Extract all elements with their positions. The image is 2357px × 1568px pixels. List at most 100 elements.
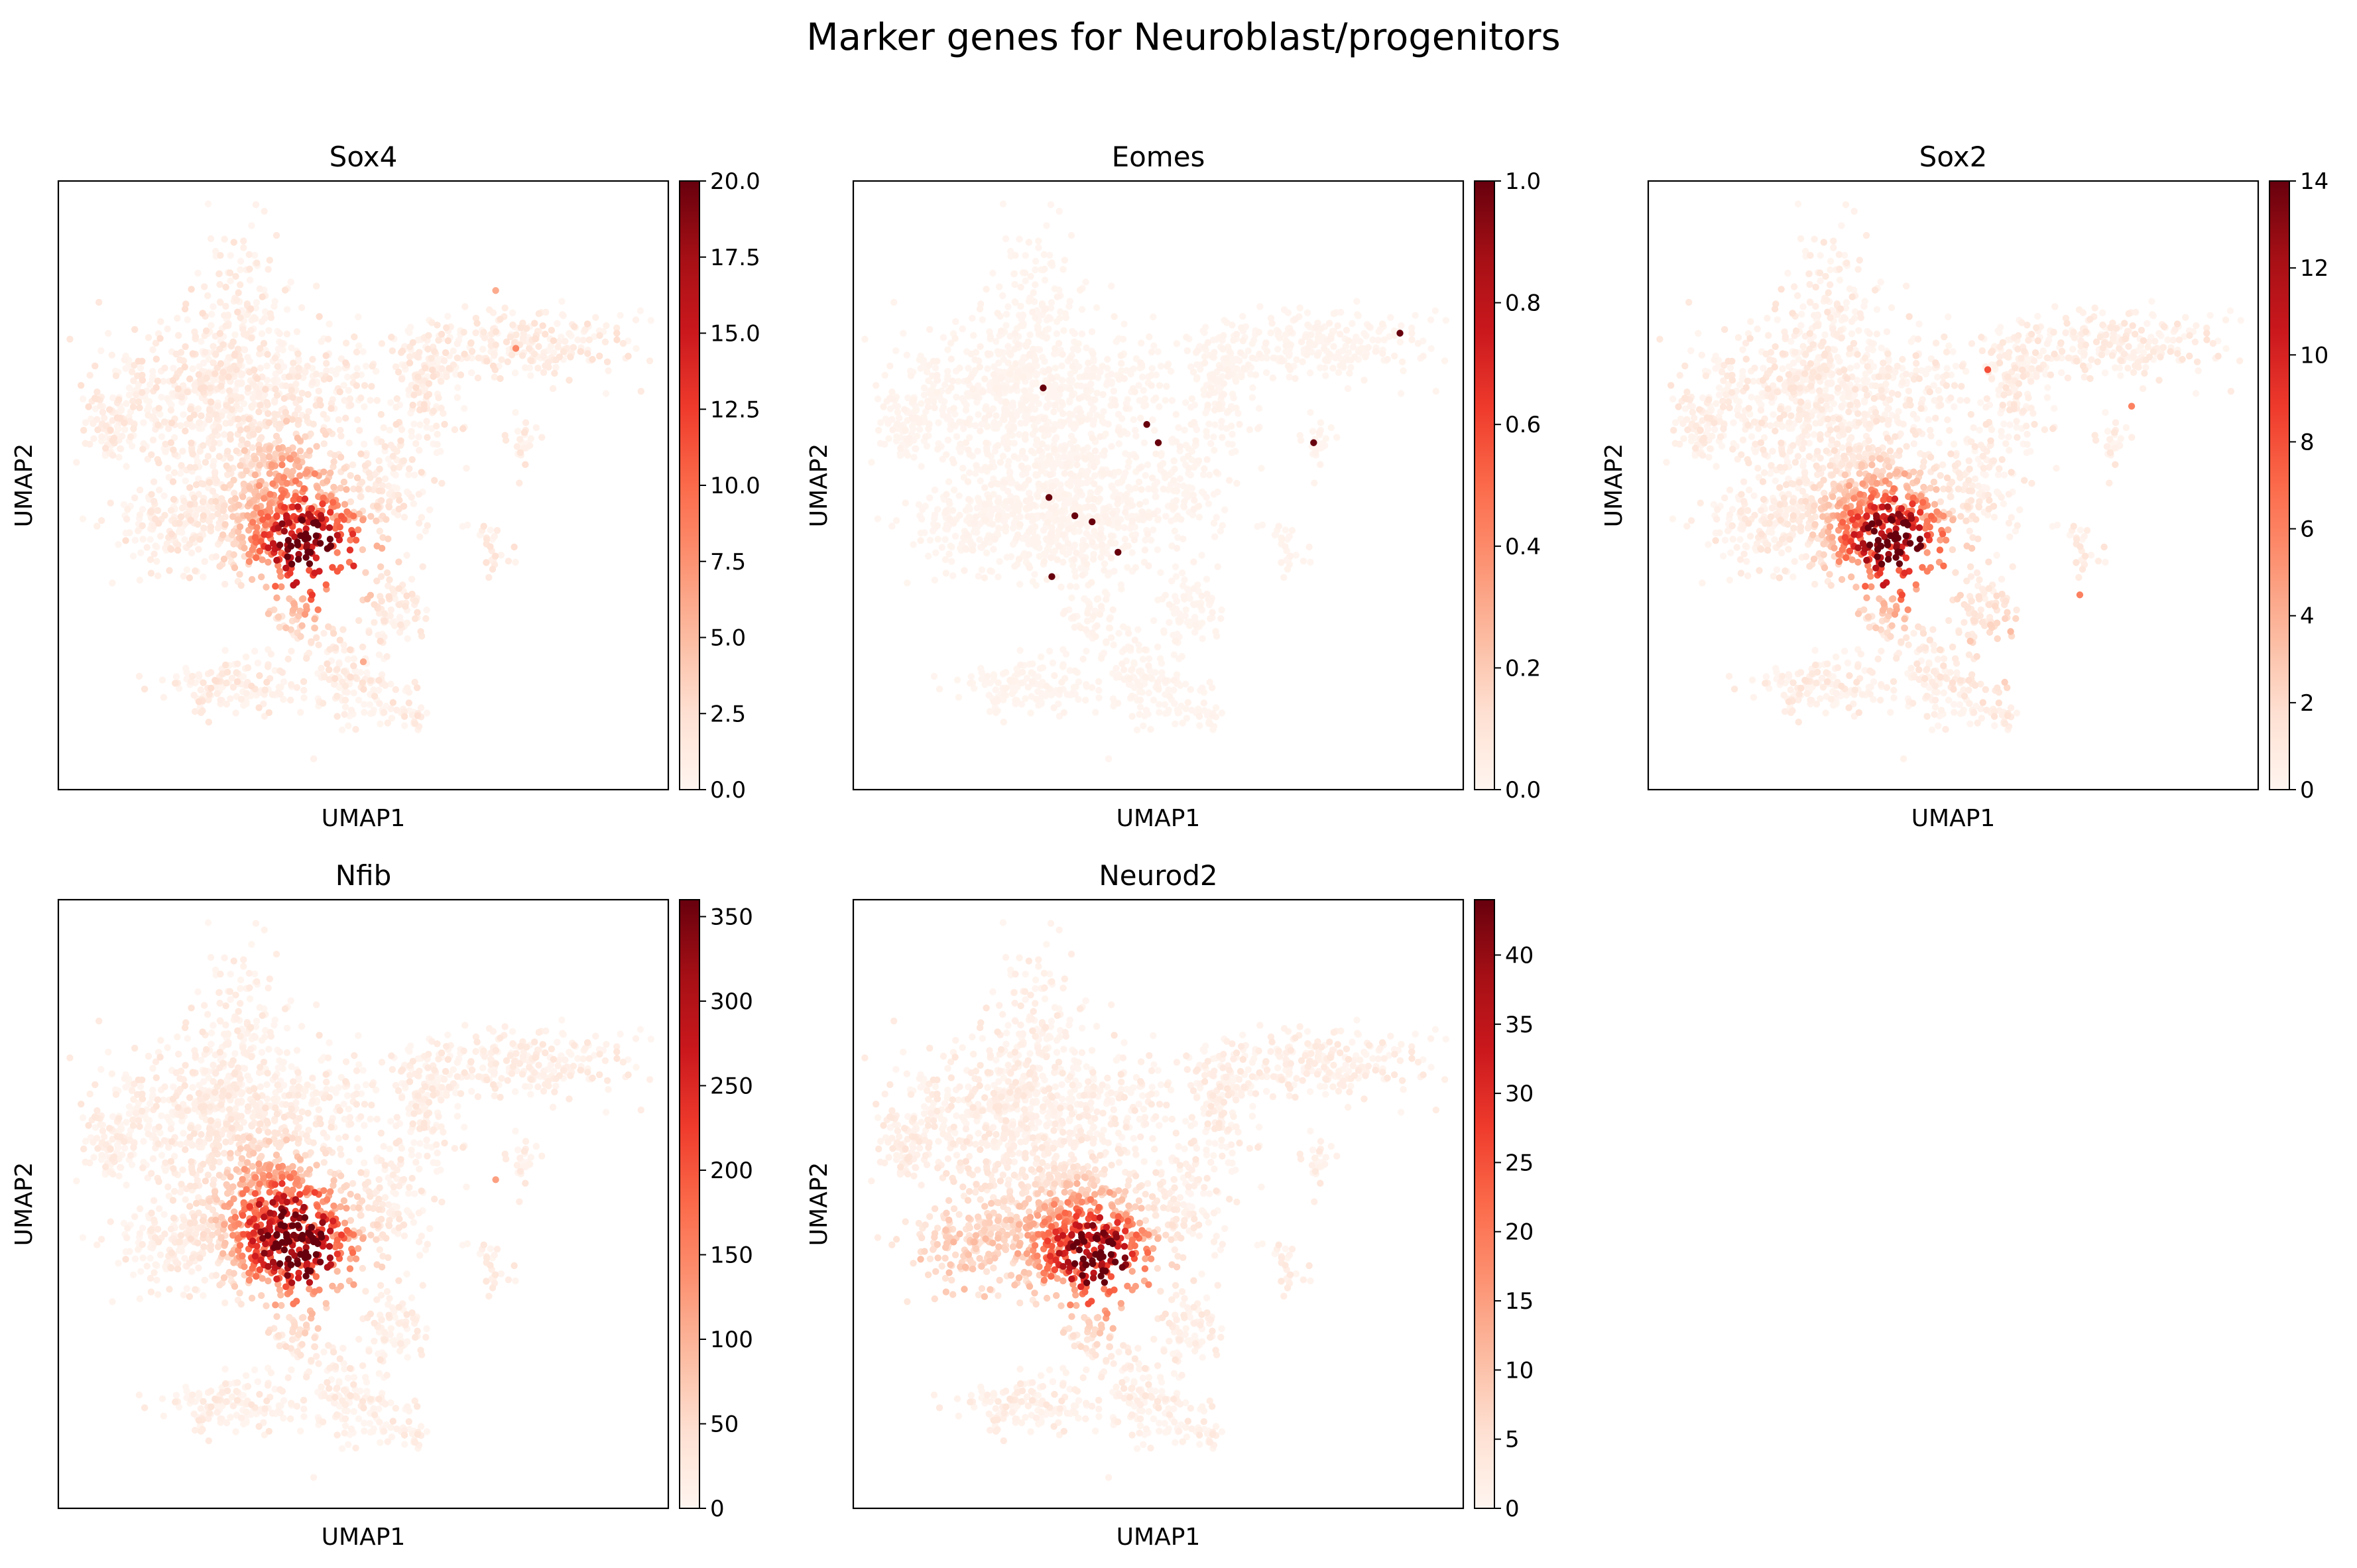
cell-point: [392, 363, 400, 371]
cell-point: [931, 511, 939, 518]
cell-point: [1322, 372, 1329, 379]
cell-point: [129, 552, 137, 560]
cell-point: [522, 419, 530, 426]
cell-point: [1015, 431, 1023, 438]
cell-point: [1078, 306, 1086, 313]
cell-point: [1322, 435, 1330, 442]
cell-point: [304, 391, 312, 398]
cell-point: [182, 343, 189, 350]
cell-point: [1103, 505, 1111, 513]
cell-point: [583, 320, 591, 328]
cell-point: [1205, 420, 1213, 428]
cell-point: [1142, 707, 1150, 714]
cell-point: [305, 649, 313, 657]
cell-point: [207, 669, 215, 676]
cell-point: [1097, 369, 1104, 376]
cell-point: [1093, 304, 1101, 312]
cell-point: [1018, 668, 1026, 676]
cell-point: [124, 506, 131, 513]
cell-point: [1347, 364, 1355, 371]
cell-point: [504, 358, 511, 365]
cell-point: [1427, 316, 1435, 324]
cell-point: [919, 506, 926, 513]
cell-point: [383, 516, 390, 523]
cell-point: [257, 365, 264, 372]
cell-point: [156, 410, 164, 418]
cell-point: [945, 478, 953, 485]
cell-point: [164, 465, 172, 472]
cell-point: [1238, 373, 1245, 381]
cell-point: [248, 402, 255, 410]
cell-point: [646, 357, 654, 365]
cell-point: [408, 428, 415, 435]
cell-point: [342, 339, 350, 347]
cell-point: [209, 513, 216, 520]
cell-point: [1190, 585, 1197, 592]
cell-point: [1107, 538, 1115, 546]
cell-point: [1306, 369, 1314, 377]
cell-point: [542, 330, 549, 338]
cell-point: [1003, 310, 1010, 318]
cell-point: [1113, 664, 1120, 672]
cell-point: [135, 398, 143, 406]
cell-point: [479, 345, 487, 353]
cell-point: [408, 493, 415, 501]
cell-point: [1396, 338, 1404, 345]
cell-point: [1089, 457, 1096, 464]
cell-point: [481, 334, 489, 341]
cell-point: [148, 451, 155, 458]
cell-point: [932, 364, 939, 372]
cell-point: [345, 722, 352, 730]
cell-point: [1006, 428, 1014, 435]
cell-point: [1210, 433, 1217, 441]
cell-point: [397, 621, 404, 629]
cell-point: [403, 552, 410, 559]
cell-point: [1089, 350, 1097, 357]
cell-point: [170, 434, 178, 442]
cell-point: [333, 549, 341, 556]
cell-point: [414, 353, 422, 361]
cell-point: [1148, 365, 1156, 372]
cell-point: [1064, 540, 1072, 547]
cell-point: [233, 678, 241, 686]
cell-point: [210, 462, 217, 469]
cell-point: [290, 581, 297, 589]
cell-point: [1170, 651, 1178, 658]
cell-point: [237, 314, 244, 322]
cell-point: [208, 322, 215, 329]
cell-point: [939, 333, 947, 341]
cell-point: [347, 707, 355, 714]
cell-point: [288, 681, 295, 688]
cell-point: [310, 755, 318, 762]
cell-point: [453, 394, 461, 401]
cell-point: [1130, 536, 1138, 544]
cell-point: [326, 536, 334, 543]
cell-point: [1039, 664, 1047, 672]
cell-point: [1128, 713, 1136, 720]
cell-point: [625, 353, 632, 360]
cell-point: [293, 328, 301, 335]
cell-point: [1163, 383, 1170, 390]
cell-point: [344, 373, 351, 381]
cell-point: [265, 709, 272, 717]
cell-point: [336, 523, 343, 531]
cell-point: [136, 486, 144, 494]
cell-point: [199, 310, 206, 317]
cell-point: [272, 385, 279, 393]
cell-point: [312, 371, 320, 378]
cell-point: [435, 394, 442, 402]
cell-point: [410, 391, 418, 398]
cell-point: [389, 452, 397, 460]
cell-point: [235, 501, 243, 509]
cell-point: [1280, 306, 1288, 314]
cell-point: [1135, 668, 1143, 675]
cell-point: [254, 375, 261, 383]
cell-point: [876, 440, 884, 447]
cell-point: [521, 444, 528, 452]
cell-point: [276, 420, 283, 428]
cell-point: [1199, 635, 1206, 642]
cell-point: [121, 426, 129, 433]
cell-point: [1012, 696, 1019, 704]
cell-point: [139, 522, 146, 530]
cell-point: [1016, 312, 1023, 319]
